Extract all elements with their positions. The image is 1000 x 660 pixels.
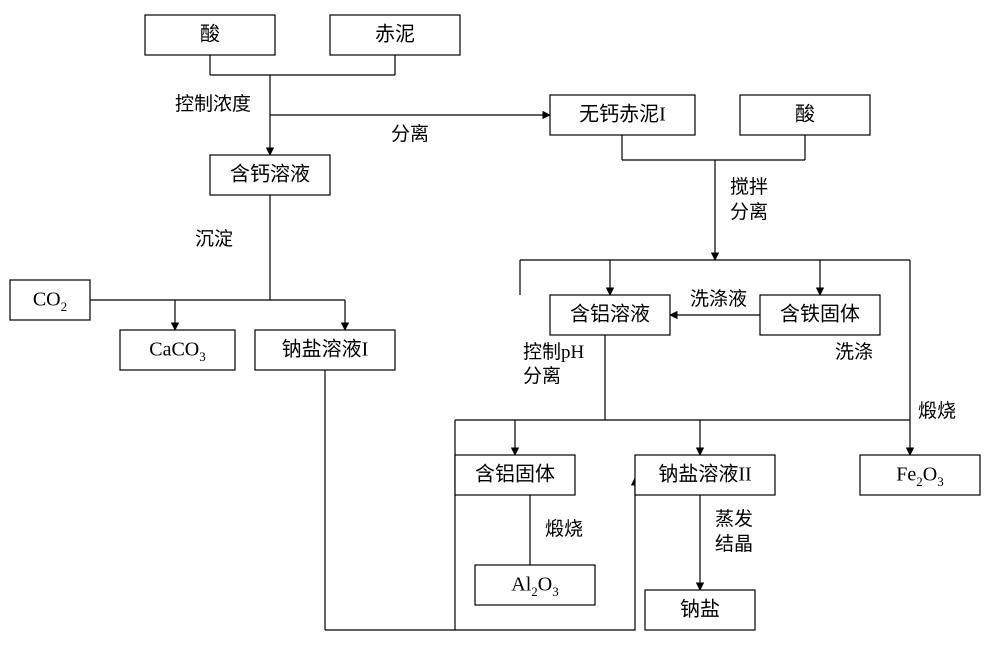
edge-label: 洗涤液 xyxy=(690,288,747,310)
node-label-acid2: 酸 xyxy=(795,103,815,126)
edge-label: 控制浓度 xyxy=(175,93,251,115)
node-label-no_ca: 无钙赤泥I xyxy=(579,103,666,126)
node-label-na_sol2: 钠盐溶液II xyxy=(658,463,751,486)
edge-label: 沉淀 xyxy=(195,228,233,250)
node-no_ca: 无钙赤泥I xyxy=(550,95,695,135)
edge-label: 分离 xyxy=(523,365,561,387)
node-label-al_solid: 含铝固体 xyxy=(475,463,555,486)
node-al_sol: 含铝溶液 xyxy=(550,295,670,335)
edge-label: 分离 xyxy=(730,201,768,223)
flowchart-canvas: 酸赤泥含钙溶液无钙赤泥I酸CO2CaCO3钠盐溶液I含铝溶液含铁固体含铝固体钠盐… xyxy=(0,0,1000,660)
node-label-na_salt: 钠盐 xyxy=(680,598,720,621)
node-al_solid: 含铝固体 xyxy=(455,455,575,495)
node-acid1: 酸 xyxy=(145,15,275,55)
node-al2o3: Al2O3 xyxy=(475,565,595,605)
edge-label: 结晶 xyxy=(715,533,753,555)
node-na_sol2: 钠盐溶液II xyxy=(635,455,775,495)
node-redmud: 赤泥 xyxy=(330,15,460,55)
node-caco3: CaCO3 xyxy=(120,330,235,370)
node-acid2: 酸 xyxy=(740,95,870,135)
node-label-fe_solid: 含铁固体 xyxy=(780,303,860,326)
node-na_salt: 钠盐 xyxy=(645,590,755,630)
node-label-ca_sol: 含钙溶液 xyxy=(230,163,310,186)
node-label-acid1: 酸 xyxy=(200,23,220,46)
node-ca_sol: 含钙溶液 xyxy=(210,155,330,195)
node-co2: CO2 xyxy=(10,280,90,320)
edge-label: 搅拌 xyxy=(730,176,768,198)
node-label-na_sol1: 钠盐溶液I xyxy=(282,338,369,361)
edge-label: 分离 xyxy=(391,123,429,145)
edge-label: 煅烧 xyxy=(918,400,956,422)
edge-label: 洗涤 xyxy=(835,341,873,363)
edge-label: 控制pH xyxy=(523,341,585,363)
edge-label: 蒸发 xyxy=(715,508,753,530)
node-label-al_sol: 含铝溶液 xyxy=(570,303,650,326)
node-na_sol1: 钠盐溶液I xyxy=(255,330,395,370)
edge-label: 煅烧 xyxy=(545,518,583,540)
node-fe_solid: 含铁固体 xyxy=(760,295,880,335)
node-fe2o3: Fe2O3 xyxy=(860,455,980,495)
edge xyxy=(455,478,635,630)
node-label-redmud: 赤泥 xyxy=(375,23,415,46)
